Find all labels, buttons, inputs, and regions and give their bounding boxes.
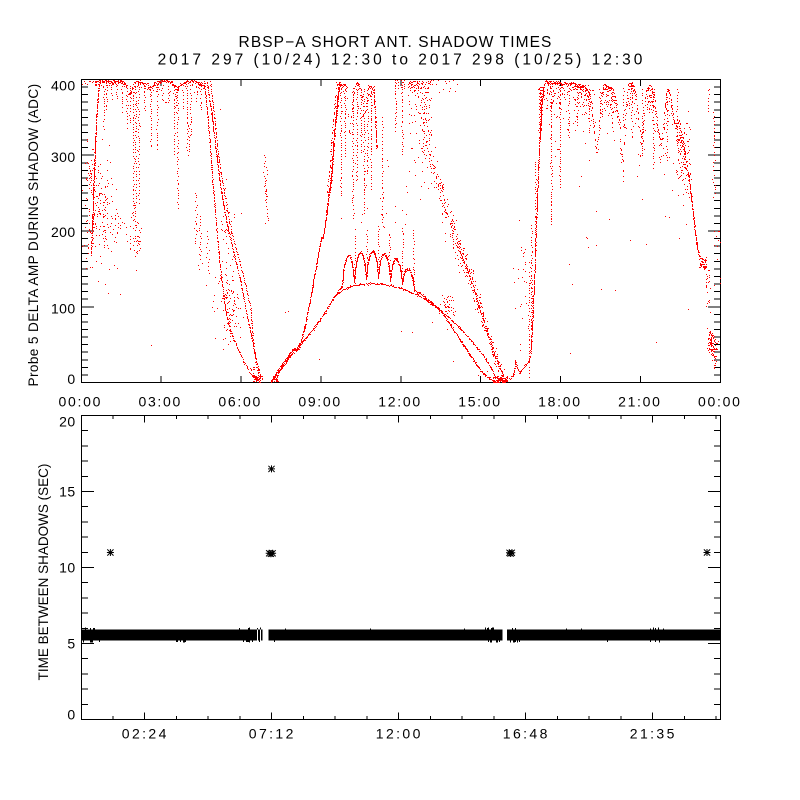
- svg-text:00:00: 00:00: [59, 393, 103, 409]
- svg-text:RBSP−A SHORT ANT. SHADOW TIMES: RBSP−A SHORT ANT. SHADOW TIMES: [239, 34, 553, 51]
- svg-text:200: 200: [51, 224, 76, 240]
- svg-text:Probe 5 DELTA AMP DURING SHADO: Probe 5 DELTA AMP DURING SHADOW (ADC): [26, 84, 41, 387]
- svg-text:07:12: 07:12: [249, 725, 296, 741]
- svg-text:12:00: 12:00: [376, 725, 423, 741]
- svg-text:09:00: 09:00: [298, 393, 342, 409]
- svg-text:12:00: 12:00: [378, 393, 422, 409]
- svg-text:400: 400: [51, 77, 76, 93]
- svg-text:03:00: 03:00: [138, 393, 182, 409]
- svg-text:20: 20: [59, 413, 75, 429]
- svg-text:100: 100: [51, 300, 76, 316]
- svg-text:0: 0: [67, 371, 75, 387]
- svg-text:18:00: 18:00: [538, 393, 582, 409]
- svg-text:TIME BETWEEN SHADOWS (SEC): TIME BETWEEN SHADOWS (SEC): [36, 464, 51, 681]
- svg-text:10: 10: [59, 560, 75, 576]
- svg-text:16:48: 16:48: [503, 725, 550, 741]
- svg-text:300: 300: [51, 149, 76, 165]
- svg-text:0: 0: [67, 707, 75, 723]
- svg-text:2017 297 (10/24) 12:30 to 2017: 2017 297 (10/24) 12:30 to 2017 298 (10/2…: [158, 52, 646, 69]
- svg-text:00:00: 00:00: [698, 393, 742, 409]
- svg-text:21:35: 21:35: [630, 725, 677, 741]
- svg-text:15:00: 15:00: [458, 393, 502, 409]
- svg-text:21:00: 21:00: [618, 393, 662, 409]
- svg-text:5: 5: [67, 635, 75, 651]
- svg-text:15: 15: [59, 484, 75, 500]
- svg-text:06:00: 06:00: [218, 393, 262, 409]
- svg-text:02:24: 02:24: [122, 725, 169, 741]
